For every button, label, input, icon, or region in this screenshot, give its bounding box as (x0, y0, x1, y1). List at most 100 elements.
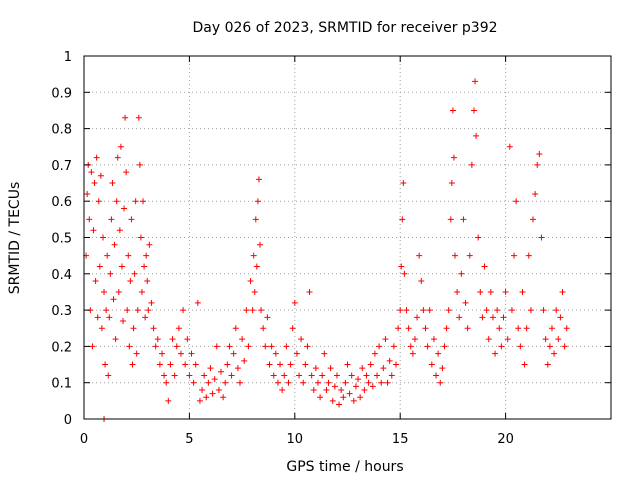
data-point (270, 372, 277, 379)
data-point (447, 216, 454, 223)
y-axis-label: SRMTID / TECUs (7, 182, 23, 295)
data-point (260, 325, 267, 332)
data-point (426, 307, 433, 314)
data-point (355, 376, 362, 383)
data-point (340, 394, 347, 401)
data-point (458, 270, 465, 277)
data-point (548, 325, 555, 332)
data-point (416, 252, 423, 259)
data-point (430, 336, 437, 343)
data-point (346, 390, 353, 397)
data-point (378, 379, 385, 386)
data-point (141, 263, 148, 270)
data-point (142, 314, 149, 321)
data-point (226, 343, 233, 350)
data-point (487, 288, 494, 295)
data-point (327, 365, 334, 372)
data-point (196, 397, 203, 404)
data-point (224, 361, 231, 368)
data-point (342, 379, 349, 386)
data-point (228, 372, 235, 379)
data-point (511, 252, 518, 259)
data-point (357, 394, 364, 401)
data-point (445, 307, 452, 314)
data-point (161, 372, 168, 379)
data-point (110, 296, 117, 303)
data-point (489, 314, 496, 321)
data-point (401, 270, 408, 277)
y-tick-label: 0.1 (51, 377, 72, 392)
data-point (348, 372, 355, 379)
data-point (124, 307, 131, 314)
data-point (314, 379, 321, 386)
data-point (133, 350, 140, 357)
data-point (266, 361, 273, 368)
data-point (435, 350, 442, 357)
data-point (272, 350, 279, 357)
data-point (236, 379, 243, 386)
data-point (101, 288, 108, 295)
y-tick-label: 0.2 (51, 340, 72, 355)
data-point (359, 365, 366, 372)
data-point (296, 372, 303, 379)
data-point (188, 350, 195, 357)
data-point (420, 307, 427, 314)
data-point (449, 107, 456, 114)
data-point (218, 368, 225, 375)
data-point (386, 357, 393, 364)
data-point (519, 288, 526, 295)
data-point (90, 227, 97, 234)
data-point (376, 343, 383, 350)
data-point (137, 234, 144, 241)
data-point (190, 379, 197, 386)
data-point (243, 307, 250, 314)
data-point (312, 365, 319, 372)
data-point (477, 288, 484, 295)
data-point (494, 307, 501, 314)
data-point (310, 386, 317, 393)
data-point (563, 325, 570, 332)
data-point (498, 343, 505, 350)
x-tick-label: 5 (185, 432, 193, 447)
data-point (180, 307, 187, 314)
data-point (105, 372, 112, 379)
data-points (83, 78, 570, 422)
data-point (104, 252, 111, 259)
data-point (479, 314, 486, 321)
data-point (428, 361, 435, 368)
data-point (542, 336, 549, 343)
data-point (500, 314, 507, 321)
data-point (279, 386, 286, 393)
data-point (561, 343, 568, 350)
data-point (119, 317, 126, 324)
data-point (336, 401, 343, 408)
data-point (118, 263, 125, 270)
data-point (184, 336, 191, 343)
data-point (150, 325, 157, 332)
data-point (361, 386, 368, 393)
data-point (158, 350, 165, 357)
y-tick-label: 0 (64, 413, 72, 428)
data-point (165, 397, 172, 404)
y-tick-label: 1 (64, 50, 72, 65)
data-point (253, 263, 260, 270)
data-point (422, 325, 429, 332)
data-point (247, 278, 254, 285)
data-point (156, 361, 163, 368)
data-point (111, 241, 118, 248)
data-point (534, 161, 541, 168)
data-point (388, 372, 395, 379)
data-point (405, 325, 412, 332)
data-point (103, 307, 110, 314)
data-point (485, 336, 492, 343)
data-point (88, 169, 95, 176)
data-point (308, 372, 315, 379)
data-point (251, 288, 258, 295)
data-point (544, 361, 551, 368)
data-point (338, 386, 345, 393)
data-point (257, 241, 264, 248)
y-tick-label: 0.3 (51, 304, 72, 319)
data-point (331, 383, 338, 390)
data-point (277, 361, 284, 368)
data-point (551, 350, 558, 357)
